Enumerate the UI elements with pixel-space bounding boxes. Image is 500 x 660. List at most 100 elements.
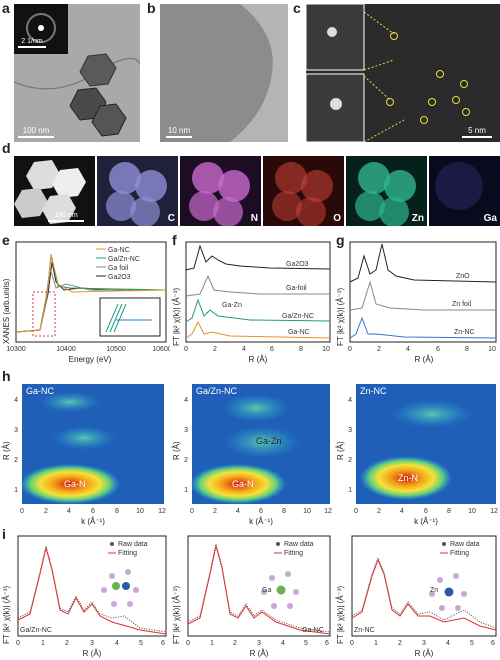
xanes-zoom-box — [32, 291, 56, 337]
fit-xtick: 1 — [374, 640, 378, 647]
ft-zno-line — [349, 243, 497, 283]
saed-inset: 2 1/nm — [14, 4, 68, 54]
fit-ganc-fit-legend: Fitting — [284, 550, 303, 557]
wt-map-gaznnc: R (Å) Ga/Zn-NC Ga-Zn Ga-N 1 2 3 4 0 2 4 … — [172, 384, 332, 526]
wt-xtick: 12 — [490, 508, 498, 515]
fit-znnc-atom-label: Zn — [430, 587, 438, 594]
fit-xtick: 4 — [115, 640, 119, 647]
tem-image-a: 2 1/nm 100 nm — [14, 4, 140, 142]
tem-a-drawing — [14, 4, 140, 142]
xanes-legend-gafoil: Ga foil — [108, 265, 129, 272]
eds-n-blobs — [189, 162, 250, 226]
fit-znnc-frame — [351, 535, 497, 637]
ft-zn-xtick: 2 — [377, 346, 381, 353]
tem-b-drawing — [160, 4, 288, 142]
eds-zn-blobs — [355, 162, 416, 226]
ft-ga-xtick: 6 — [270, 346, 274, 353]
eds-label-n: N — [250, 213, 258, 224]
ft-ga-xlabel: R (Å) — [249, 355, 268, 364]
fit-gaznnc-raw-legend: Raw data — [118, 541, 148, 548]
fit-xtick: 0 — [186, 640, 190, 647]
wt-xtick: 10 — [468, 508, 476, 515]
fit-xtick: 6 — [325, 640, 329, 647]
ft-zn-xtick: 6 — [436, 346, 440, 353]
eds-label-zn: Zn — [411, 213, 424, 224]
fit-xtick: 0 — [350, 640, 354, 647]
wt-map-ganc: R (Å) Ga-NC Ga-N 1 2 3 4 0 2 4 6 8 10 12… — [2, 384, 166, 526]
eds-map-n: N — [180, 156, 261, 226]
saed-pattern — [26, 13, 56, 43]
wt-xtick: 0 — [20, 508, 24, 515]
eds-c-blobs — [106, 162, 167, 226]
ft-znnc-line — [349, 316, 497, 339]
fit-xtick: 5 — [470, 640, 474, 647]
ft-ganc-line — [185, 320, 331, 339]
ft-ga-xtick: 4 — [242, 346, 246, 353]
panel-label-i: i — [2, 526, 6, 542]
fit-xtick: 2 — [233, 640, 237, 647]
wt-gaznnc-peak-label: Ga-N — [232, 479, 254, 489]
fit-gaznnc-sample-label: Ga/Zn-NC — [20, 627, 52, 634]
fit-gaznnc-xlabel: R (Å) — [83, 649, 102, 658]
fit-chart-znnc: FT |k² χ(k)| (Å⁻³) Zn Raw data Fitting Z… — [336, 535, 497, 658]
xanes-xtick: 10400 — [56, 346, 76, 353]
ft-ga-label-gaznnc: Ga/Zn-NC — [282, 313, 314, 320]
ft-ga-frame — [185, 241, 331, 343]
haadf-d-drawing — [14, 160, 86, 224]
panel-label-g: g — [336, 232, 345, 248]
fit-xtick: 0 — [16, 640, 20, 647]
panel-label-f: f — [172, 232, 177, 248]
wt-xtick: 10 — [303, 508, 311, 515]
wt-ytick: 2 — [14, 457, 18, 464]
wt-znnc-ylabel: R (Å) — [336, 441, 345, 460]
fit-znnc-xlabel: R (Å) — [415, 649, 434, 658]
haadf-scale-text: 5 nm — [468, 126, 486, 135]
fit-ganc-xlabel: R (Å) — [250, 649, 269, 658]
fit-znnc-raw-legend: Raw data — [450, 541, 480, 548]
ft-zn-chart: FT |k² χ(k)| (Å⁻³) ZnO Zn foil Zn-NC 0 2… — [336, 241, 497, 364]
fit-znnc-fit — [351, 558, 497, 631]
eds-map-c: C — [97, 156, 178, 226]
wt-xtick: 2 — [44, 508, 48, 515]
fit-znnc-sample-label: Zn-NC — [354, 627, 375, 634]
fit-znnc-structure — [429, 573, 467, 611]
xanes-legend-ganc: Ga-NC — [108, 247, 130, 254]
fit-gaznnc-structure — [101, 569, 139, 607]
wt-xtick: 0 — [190, 508, 194, 515]
wt-ytick: 3 — [348, 427, 352, 434]
xanes-xtick: 10500 — [106, 346, 126, 353]
wt-xtick: 0 — [354, 508, 358, 515]
eds-map-ga: Ga — [429, 156, 500, 226]
wt-ytick: 3 — [184, 427, 188, 434]
ft-gafoil-line — [185, 274, 330, 297]
wt-ytick: 1 — [14, 487, 18, 494]
tem-b-scale-text: 10 nm — [167, 126, 191, 135]
saed-scale-bar: 2 1/nm — [18, 38, 46, 48]
fit-xtick: 4 — [281, 640, 285, 647]
wt-xtick: 8 — [447, 508, 451, 515]
xanes-ylabel: XANES (arb.units) — [2, 278, 11, 344]
ft-ga-label-gazn: Ga-Zn — [222, 302, 242, 309]
xanes-xtick: 10300 — [6, 346, 26, 353]
wt-gaznnc-ylabel: R (Å) — [172, 441, 181, 460]
wt-ytick: 4 — [184, 397, 188, 404]
fit-chart-gaznnc: FT |k² χ(k)| (Å⁻³) Raw data Fitting Ga/Z… — [2, 535, 167, 658]
ft-zn-xlabel: R (Å) — [415, 355, 434, 364]
fit-gaznnc-fit — [17, 547, 167, 635]
fit-xtick: 4 — [446, 640, 450, 647]
wt-gaznnc-gazn-label: Ga-Zn — [256, 436, 282, 446]
fit-ganc-fit — [187, 545, 331, 635]
wt-xtick: 2 — [377, 508, 381, 515]
panel-label-d: d — [2, 140, 11, 156]
wt-ytick: 2 — [184, 457, 188, 464]
wt-gaznnc-title: Ga/Zn-NC — [196, 386, 238, 396]
fit-ganc-structure — [261, 571, 299, 609]
eds-label-c: C — [167, 213, 175, 224]
wt-ytick: 4 — [348, 397, 352, 404]
fit-znnc-ylabel: FT |k² χ(k)| (Å⁻³) — [336, 585, 345, 644]
ft-ga-label-ganc: Ga-NC — [288, 329, 310, 336]
eds-label-o: O — [333, 213, 341, 224]
wt-ganc-peak-label: Ga-N — [64, 479, 86, 489]
ft-ga-ylabel: FT |k² χ(k)| (Å⁻³) — [172, 287, 181, 346]
xanes-xlabel: Energy (eV) — [69, 355, 112, 364]
